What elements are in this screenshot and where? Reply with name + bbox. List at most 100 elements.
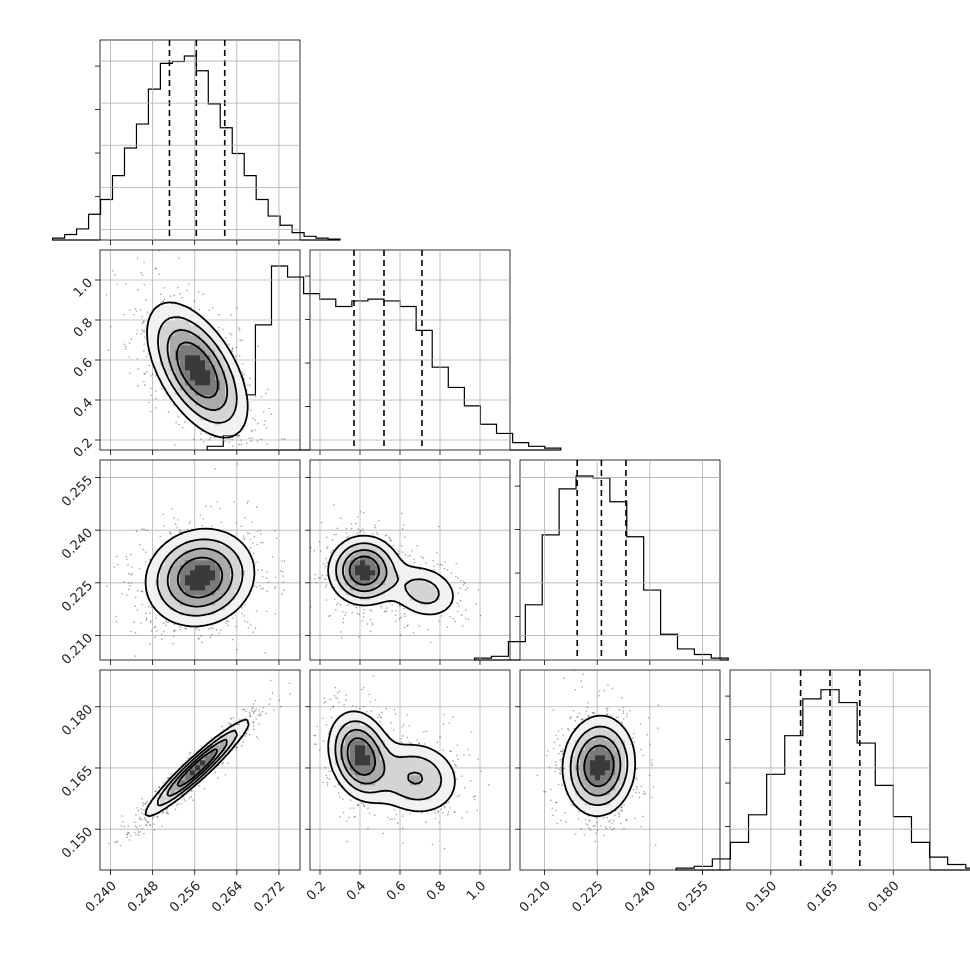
scatter-panel-1-2-point: [384, 611, 387, 613]
scatter-panel-0-2-density-cell: [225, 580, 231, 586]
scatter-panel-0-2-point: [125, 555, 128, 558]
scatter-panel-0-1-density-cell: [215, 400, 221, 406]
scatter-panel-0-1-density-cell: [185, 325, 191, 331]
scatter-panel-0-1-point: [249, 377, 251, 380]
scatter-panel-0-2-point: [113, 566, 116, 568]
scatter-panel-1-2-point: [401, 528, 404, 530]
scatter-panel-0-1-density-cell: [195, 355, 201, 361]
scatter-panel-0-3-point: [210, 737, 213, 739]
scatter-panel-0-1-density-cell: [180, 380, 186, 386]
scatter-panel-0-3-point: [252, 706, 254, 709]
scatter-panel-0-1-contours: [146, 301, 249, 439]
scatter-panel-0-1-point: [251, 429, 253, 432]
scatter-panel-0-3-point: [147, 821, 149, 824]
scatter-panel-1-2-density-cell: [390, 580, 396, 586]
scatter-panel-0-2-point: [150, 606, 153, 609]
scatter-panel-0-1-point: [231, 348, 234, 350]
scatter-panel-0-2-density-cell: [165, 550, 171, 556]
scatter-panel-1-2-density-cell: [415, 590, 421, 596]
scatter-panel-0-1-density-cell: [185, 365, 191, 371]
scatter-panel-0-1-point: [184, 420, 186, 423]
scatter-panel-1-2-density-cell: [410, 570, 416, 576]
scatter-panel-1-2-density-cell: [435, 605, 441, 611]
scatter-panel-0-2-point: [195, 628, 197, 631]
scatter-panel-0-2-point: [185, 628, 187, 630]
scatter-panel-0-2-point: [150, 630, 153, 632]
scatter-panel-0-2-point: [274, 587, 276, 589]
scatter-panel-1-2-point: [313, 578, 316, 580]
scatter-panel-1-2-point: [355, 606, 358, 609]
scatter-panel-1-2-point: [397, 550, 400, 552]
scatter-panel-0-1-point: [254, 429, 256, 431]
scatter-panel-0-1-density-cell: [185, 320, 191, 326]
scatter-panel-1-2-point: [340, 517, 342, 519]
scatter-panel-0-2-density-cell: [230, 545, 236, 551]
scatter-panel-1-2-point: [388, 536, 390, 539]
scatter-panel-0-1-density-cell: [230, 390, 236, 396]
scatter-panel-0-1-density-cell: [170, 325, 176, 331]
scatter-panel-0-1-density-cell: [185, 410, 191, 416]
scatter-panel-0-2-point: [259, 529, 261, 532]
scatter-panel-0-2-density-cell: [165, 615, 171, 621]
scatter-panel-1-2-point: [331, 539, 334, 541]
scatter-panel-0-1-point: [228, 438, 230, 440]
scatter-panel-0-2-density-cell: [170, 555, 176, 561]
scatter-panel-1-2-point: [366, 623, 369, 625]
scatter-panel-0-2-point: [189, 520, 192, 523]
scatter-panel-0-1-point: [178, 257, 180, 259]
scatter-panel-0-1-density-cell: [175, 395, 181, 401]
scatter-panel-1-2-density-cell: [370, 565, 376, 571]
scatter-panel-0-3-density-cell: [200, 765, 206, 771]
scatter-panel-1-2-density-cell: [355, 585, 361, 591]
scatter-panel-0-2-point: [136, 609, 139, 611]
scatter-panel-1-2-point: [380, 605, 382, 607]
scatter-panel-0-2-point: [145, 551, 147, 553]
scatter-panel-0-1-density-cell: [210, 430, 216, 436]
scatter-panel-1-3-point: [332, 706, 335, 708]
scatter-panel-1-2-point: [306, 554, 308, 556]
scatter-panel-0-1-density-cell: [225, 380, 231, 386]
scatter-panel-1-2-point: [320, 521, 323, 524]
scatter-panel-0-1-density-cell: [235, 400, 241, 406]
scatter-panel-1-2-point: [400, 616, 403, 619]
scatter-panel-0-2-density-cell: [205, 590, 211, 596]
scatter-panel-0-2-point: [232, 638, 234, 641]
scatter-panel-0-1-point: [155, 397, 157, 400]
scatter-panel-1-2-point: [385, 610, 388, 612]
scatter-panel-1-2-point: [406, 625, 409, 627]
scatter-panel-0-3-point: [154, 790, 156, 793]
scatter-panel-1-2-point: [381, 607, 383, 609]
scatter-panel-0-1-contour-0: [146, 301, 249, 439]
scatter-panel-0-1-point: [268, 407, 271, 410]
scatter-panel-0-1-density-cell: [205, 400, 211, 406]
scatter-panel-0-1-point: [200, 430, 203, 433]
scatter-panel-1-2-density-cell: [420, 585, 426, 591]
scatter-panel-1-2-point: [401, 551, 404, 553]
scatter-panel-1-3-point: [402, 815, 404, 817]
scatter-panel-1-2-density-cell: [330, 565, 336, 571]
scatter-panel-0-3-point: [273, 709, 275, 711]
scatter-panel-0-2-density-cell: [170, 590, 176, 596]
scatter-panel-0-3-point: [257, 714, 259, 716]
scatter-panel-0-3-point: [214, 771, 217, 773]
scatter-panel-0-3-point: [269, 698, 272, 700]
scatter-panel-0-2-density-cell: [150, 580, 156, 586]
scatter-panel-0-1-density-cell: [210, 380, 216, 386]
scatter-panel-0-1-point: [149, 375, 152, 377]
scatter-panel-1-2-point: [383, 610, 386, 612]
scatter-panel-0-1-density-cell: [180, 370, 186, 376]
scatter-panel-0-2-point: [261, 569, 264, 571]
scatter-panel-0-1-point: [173, 294, 176, 297]
scatter-panel-1-2-density-cell: [370, 570, 376, 576]
scatter-panel-0-2-density-cell: [170, 600, 176, 606]
scatter-panel-0-3-point: [145, 819, 148, 822]
scatter-panel-0-2-density-cell: [200, 540, 206, 546]
scatter-panel-0-2-density-cell: [180, 555, 186, 561]
scatter-panel-0-1-density-cell: [200, 400, 206, 406]
scatter-panel-0-1-point: [231, 438, 233, 441]
scatter-panel-0-2-point: [261, 541, 264, 544]
scatter-panel-1-2-point: [361, 620, 363, 622]
scatter-panel-0-2-density-cell: [245, 590, 251, 596]
scatter-panel-0-2-point: [246, 621, 249, 623]
scatter-panel-0-3-point: [249, 715, 251, 717]
